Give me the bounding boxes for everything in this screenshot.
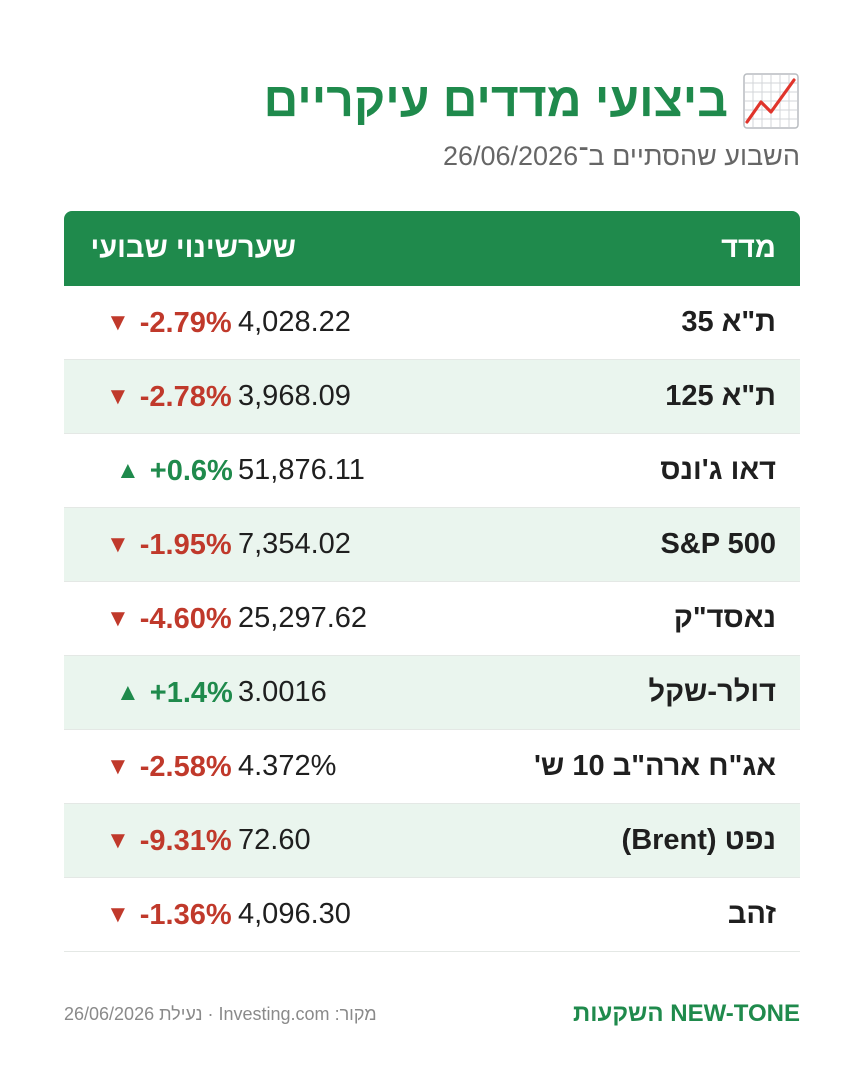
index-price: 3,968.09 (238, 380, 351, 412)
arrow-down-icon: ▼ (106, 753, 130, 781)
arrow-up-icon: ▲ (116, 457, 140, 485)
table-row: דאו ג'ונס 51,876.11 ▲ +0.6% (64, 434, 800, 508)
page-subtitle: השבוע שהסתיים ב־26/06/2026 (442, 141, 800, 171)
change-value: -1.36% (139, 898, 232, 931)
weekly-change: ▼ -4.60% (64, 603, 232, 636)
index-change-cell: ▼ -4.60% (64, 601, 238, 636)
index-name: זהב (727, 898, 776, 930)
index-name: אג"ח ארה"ב 10 ש' (534, 750, 776, 782)
footer: NEW-TONE השקעות מקור: Investing.com · נע… (64, 996, 800, 1032)
index-price: 51,876.11 (238, 454, 365, 486)
weekly-change: ▼ -2.78% (64, 381, 232, 414)
index-change-cell: ▼ -9.31% (64, 823, 238, 858)
change-value: -2.78% (139, 380, 232, 413)
index-name: נפט (Brent) (621, 824, 776, 856)
arrow-down-icon: ▼ (106, 383, 130, 411)
table-body: ת"א 35 4,028.22 ▼ -2.79% ת"א 125 3,968.09 ▼ -2.… (64, 286, 800, 952)
index-name: S&P 500 (660, 528, 776, 560)
column-header-price: שער (238, 232, 296, 264)
table-row: נאסד"ק 25,297.62 ▼ -4.60% (64, 582, 800, 656)
table-header: מדד שער שינוי שבועי (64, 211, 800, 286)
change-value: -2.58% (139, 750, 232, 783)
column-header-change: שינוי שבועי (90, 232, 238, 264)
table-row: ת"א 35 4,028.22 ▼ -2.79% (64, 286, 800, 360)
change-value: +0.6% (149, 454, 233, 487)
chart-increasing-icon (743, 73, 799, 129)
change-value: -2.79% (139, 306, 232, 339)
weekly-change: ▲ +0.6% (64, 455, 233, 488)
table-row: זהב 4,096.30 ▼ -1.36% (64, 878, 800, 952)
index-change-cell: ▼ -1.36% (64, 897, 238, 932)
arrow-down-icon: ▼ (106, 901, 130, 929)
table-row: דולר-שקל 3.0016 ▲ +1.4% (64, 656, 800, 730)
index-name: ת"א 35 (681, 306, 776, 338)
change-value: +1.4% (149, 676, 233, 709)
index-name: ת"א 125 (665, 380, 776, 412)
arrow-down-icon: ▼ (106, 827, 130, 855)
index-price: 25,297.62 (238, 602, 368, 634)
index-price: 7,354.02 (238, 528, 351, 560)
index-price: 4,096.30 (238, 898, 351, 930)
index-change-cell: ▼ -2.78% (64, 379, 238, 414)
header: ביצועי מדדים עיקריים השבוע שהסתיים ב־26/… (64, 66, 800, 174)
weekly-change: ▼ -9.31% (64, 825, 232, 858)
change-value: -1.95% (139, 528, 232, 561)
column-header-name: מדד (721, 232, 776, 264)
index-name: דאו ג'ונס (660, 454, 776, 486)
weekly-change: ▼ -1.36% (64, 899, 232, 932)
index-price: 72.60 (238, 824, 311, 856)
weekly-change: ▼ -1.95% (64, 529, 232, 562)
index-name: דולר-שקל (648, 676, 776, 708)
arrow-down-icon: ▼ (106, 531, 130, 559)
table-row: אג"ח ארה"ב 10 ש' 4.372% ▼ -2.58% (64, 730, 800, 804)
index-price: 4,028.22 (238, 306, 351, 338)
brand-logo: NEW-TONE השקעות (573, 1000, 800, 1027)
indices-table: מדד שער שינוי שבועי ת"א 35 4,028.22 ▼ -2.79… (64, 211, 800, 952)
table-row: S&P 500 7,354.02 ▼ -1.95% (64, 508, 800, 582)
index-name: נאסד"ק (673, 602, 776, 634)
weekly-change: ▼ -2.79% (64, 307, 232, 340)
index-price: 3.0016 (238, 676, 327, 708)
arrow-up-icon: ▲ (116, 679, 140, 707)
weekly-change: ▼ -2.58% (64, 751, 232, 784)
change-value: -4.60% (139, 602, 232, 635)
index-change-cell: ▼ -2.58% (64, 749, 238, 784)
index-change-cell: ▲ +1.4% (64, 675, 238, 710)
table-row: נפט (Brent) 72.60 ▼ -9.31% (64, 804, 800, 878)
change-value: -9.31% (139, 824, 232, 857)
arrow-down-icon: ▼ (106, 309, 130, 337)
arrow-down-icon: ▼ (106, 605, 130, 633)
index-change-cell: ▼ -2.79% (64, 305, 238, 340)
index-change-cell: ▼ -1.95% (64, 527, 238, 562)
page-title: ביצועי מדדים עיקריים (263, 74, 728, 127)
table-row: ת"א 125 3,968.09 ▼ -2.78% (64, 360, 800, 434)
index-change-cell: ▲ +0.6% (64, 453, 238, 488)
source-note: מקור: Investing.com · נעילת 26/06/2026 (64, 1003, 377, 1024)
index-price: 4.372% (238, 750, 337, 782)
title-row: ביצועי מדדים עיקריים (64, 66, 800, 136)
weekly-change: ▲ +1.4% (64, 677, 233, 710)
